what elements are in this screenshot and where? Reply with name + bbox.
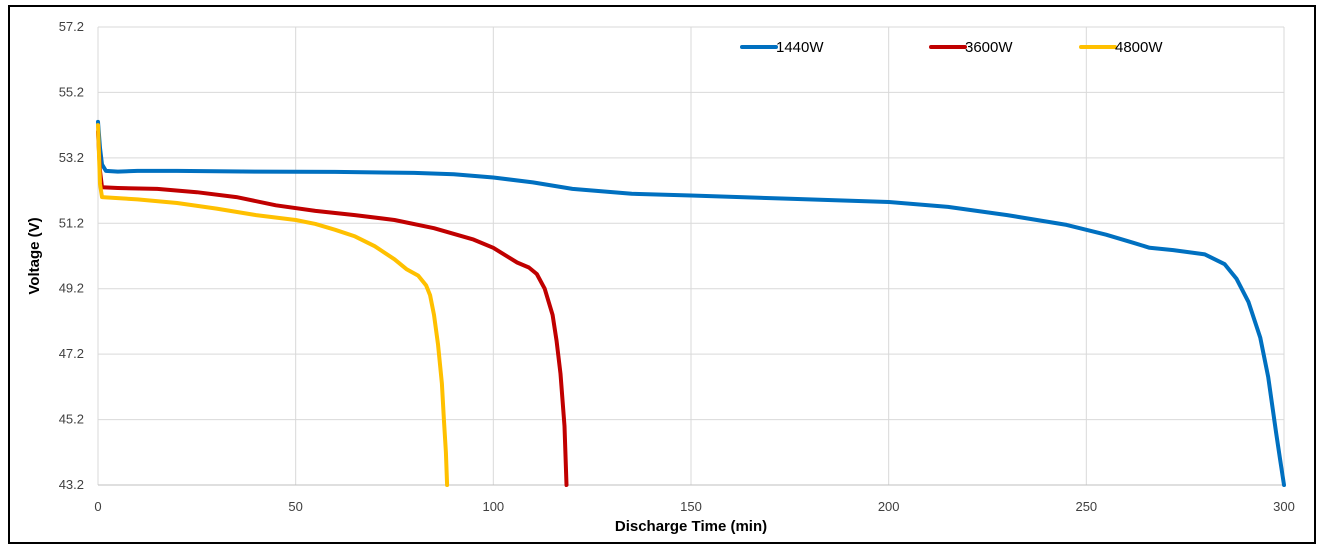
y-tick-label: 49.2 xyxy=(59,281,84,296)
x-tick-labels: 0 50 100 150 200 250 300 xyxy=(94,499,1294,514)
y-tick-label: 47.2 xyxy=(59,346,84,361)
y-tick-label: 53.2 xyxy=(59,150,84,165)
x-tick-label: 150 xyxy=(680,499,702,514)
legend-label-1440w: 1440W xyxy=(776,39,824,56)
legend: 1440W 3600W 4800W xyxy=(740,39,1163,56)
y-axis-title: Voltage (V) xyxy=(26,217,43,294)
y-tick-labels: 43.2 45.2 47.2 49.2 51.2 53.2 55.2 57.2 xyxy=(59,19,84,492)
x-axis-title: Discharge Time (min) xyxy=(615,518,767,535)
x-tick-label: 0 xyxy=(94,499,101,514)
series-lines xyxy=(96,119,1286,487)
series-line-3600w xyxy=(96,129,569,487)
x-tick-label: 100 xyxy=(482,499,504,514)
y-tick-label: 45.2 xyxy=(59,412,84,427)
y-tick-label: 43.2 xyxy=(59,477,84,492)
y-tick-label: 55.2 xyxy=(59,84,84,99)
x-tick-label: 250 xyxy=(1075,499,1097,514)
x-tick-label: 300 xyxy=(1273,499,1295,514)
series-line-4800w xyxy=(96,123,450,487)
grid-lines xyxy=(97,26,1285,486)
x-tick-label: 200 xyxy=(878,499,900,514)
legend-label-4800w: 4800W xyxy=(1115,39,1163,56)
line-chart: 43.2 45.2 47.2 49.2 51.2 53.2 55.2 57.2 0 50 100 1… xyxy=(26,19,1295,535)
legend-label-3600w: 3600W xyxy=(965,39,1013,56)
y-tick-label: 51.2 xyxy=(59,215,84,230)
series-line-1440w xyxy=(96,119,1286,487)
y-tick-label: 57.2 xyxy=(59,19,84,34)
x-tick-label: 50 xyxy=(288,499,302,514)
chart-frame: 43.2 45.2 47.2 49.2 51.2 53.2 55.2 57.2 0 50 100 1… xyxy=(8,5,1316,544)
